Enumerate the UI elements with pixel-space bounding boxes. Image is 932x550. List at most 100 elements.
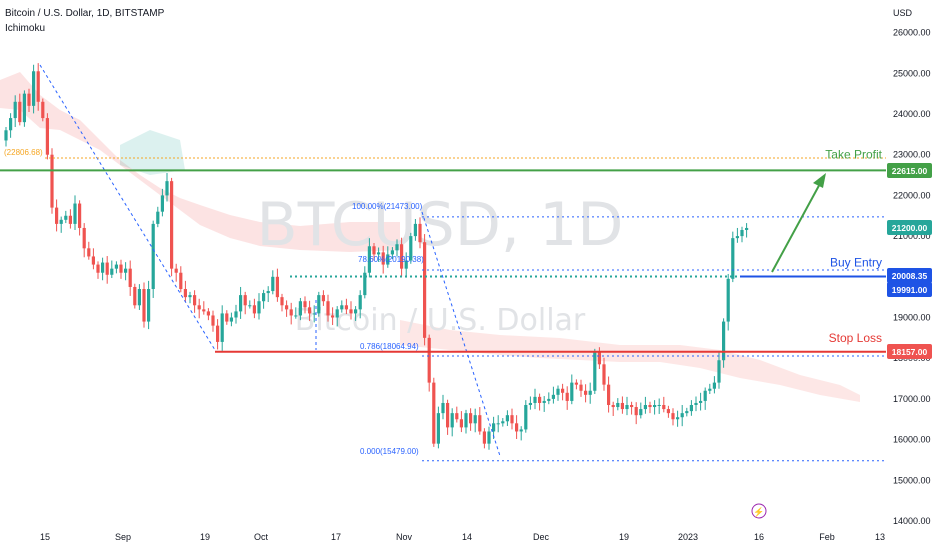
candle-body [602,364,606,385]
candle-body [538,396,542,403]
candle-body [354,309,358,314]
candle-body [579,384,583,391]
candle-body [413,223,417,237]
candle-body [400,244,404,269]
candle-body [55,207,59,224]
candle-body [73,203,77,224]
candle-body [593,352,597,391]
time-tick-label: 16 [754,532,764,542]
candle-body [459,419,463,428]
candle-body [561,388,565,393]
price-badge [887,220,932,235]
candle-body [225,313,229,322]
price-tick-label: 15000.00 [893,475,931,485]
candle-body [648,405,652,408]
price-tick-label: 19000.00 [893,313,931,323]
candle-body [547,398,551,401]
price-badge-label: 21200.00 [892,223,928,233]
candle-body [395,244,399,251]
candle-body [331,315,335,318]
candle-body [363,272,367,296]
candle-body [36,71,40,102]
candle-body [542,400,546,403]
candle-body [239,295,243,312]
candle-body [183,289,187,298]
buy-entry-label: Buy Entry [830,255,882,269]
time-tick-label: 15 [40,532,50,542]
candle-body [556,388,560,395]
candle-body [229,317,233,322]
candle-body [464,413,468,428]
fib-label-0: 0.000(15479.00) [360,447,419,456]
candle-body [151,223,155,290]
time-tick-label: Dec [533,532,550,542]
candle-body [653,405,657,408]
fib-label-left: (22806.68) [4,148,43,157]
candle-body [358,295,362,310]
price-tick-label: 22000.00 [893,190,931,200]
candle-body [9,118,13,131]
candle-body [735,236,739,239]
candle-body [620,402,624,410]
price-badge-label: 20008.35 [892,271,928,281]
candle-body [436,413,440,444]
candle-body [519,429,523,432]
ichimoku-cloud-bullish [120,130,185,175]
candle-body [266,291,270,294]
candle-body [335,309,339,318]
time-tick-label: 14 [462,532,472,542]
candle-body [643,405,647,410]
candle-body [731,238,735,279]
candle-body [160,195,164,212]
candle-body [142,289,146,322]
ichimoku-cloud-bearish-2 [400,320,860,402]
price-tick-label: 23000.00 [893,150,931,160]
candle-body [96,264,100,273]
candle-body [188,295,192,298]
candle-body [202,309,206,312]
price-tick-label: 17000.00 [893,394,931,404]
candle-body [289,309,293,316]
candle-body [685,411,689,414]
candle-body [551,394,555,399]
candle-body [87,248,91,257]
candle-body [105,262,109,275]
candle-body [726,278,730,322]
candle-body [211,315,215,326]
candle-body [740,229,744,237]
candle-body [662,405,666,410]
candle-body [13,101,17,119]
candle-body [432,382,436,444]
time-tick-label: Sep [115,532,131,542]
fib-trendline-1 [39,64,216,351]
candle-body [478,415,482,432]
candle-body [50,154,54,208]
candle-body [68,215,72,224]
fib-trendline-2 [421,211,501,457]
candle-body [409,236,413,261]
candle-body [597,352,601,365]
take-profit-label: Take Profit [825,147,882,161]
candle-body [206,311,210,316]
candle-body [570,382,574,401]
candle-body [703,390,707,401]
candle-body [689,405,693,412]
candle-body [717,360,721,383]
candle-body [101,262,105,273]
candle-body [588,390,592,395]
candle-body [510,415,514,424]
candle-body [533,396,537,403]
candle-body [487,431,491,444]
price-badge [887,268,932,283]
candle-body [505,415,509,422]
candle-body [128,268,132,287]
price-badge-label: 19991.00 [892,285,928,295]
candle-body [492,423,496,432]
price-tick-label: 14000.00 [893,516,931,526]
candle-body [133,286,137,306]
candle-body [340,305,344,310]
candle-body [469,413,473,424]
candle-body [110,268,114,275]
candle-body [78,203,82,228]
candle-body [234,311,238,318]
